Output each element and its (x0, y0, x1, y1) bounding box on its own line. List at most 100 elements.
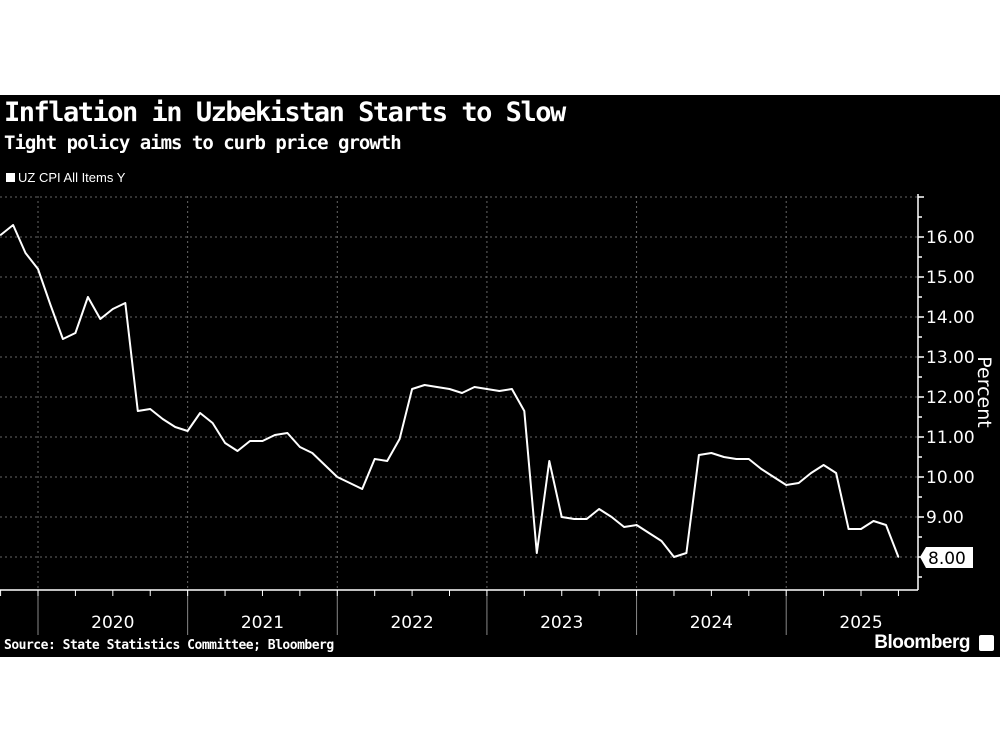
data-point (623, 526, 625, 528)
data-point (0, 234, 2, 236)
chart-title: Inflation in Uzbekistan Starts to Slow (4, 97, 566, 128)
y-tick-label: 14.00 (926, 308, 975, 328)
y-tick-label: 12.00 (926, 388, 975, 408)
x-tick-label: 2022 (390, 613, 433, 633)
data-point (436, 386, 438, 388)
data-point (112, 308, 114, 310)
data-point (398, 438, 401, 440)
data-point (660, 540, 663, 542)
chart-subtitle: Tight policy aims to curb price growth (4, 132, 402, 154)
data-point (461, 392, 463, 394)
data-point (822, 464, 825, 466)
bloomberg-chart-icon (979, 635, 994, 651)
x-tick-label: 2025 (839, 613, 882, 633)
series-line-uz-cpi (0, 224, 900, 558)
x-tick-label: 2023 (540, 613, 583, 633)
data-point (698, 454, 700, 456)
y-tick-label: 15.00 (926, 268, 975, 288)
data-point (149, 408, 152, 410)
data-point (186, 430, 189, 432)
last-value-label: 8.00 (928, 549, 966, 569)
data-point (573, 518, 576, 520)
data-point (635, 524, 638, 526)
y-tick-label: 11.00 (926, 428, 975, 448)
data-point (249, 440, 251, 442)
data-point (710, 452, 713, 454)
data-point (224, 442, 226, 444)
data-point (211, 422, 214, 424)
y-tick-label: 9.00 (926, 508, 964, 528)
data-point (161, 418, 164, 420)
data-point (772, 476, 775, 478)
legend-label: UZ CPI All Items Y (18, 170, 126, 185)
data-point (174, 426, 176, 428)
x-tick-label: 2021 (241, 613, 284, 633)
data-point (448, 388, 451, 390)
data-point (62, 338, 64, 340)
data-point (348, 482, 351, 484)
y-tick-label: 10.00 (926, 468, 975, 488)
data-point (598, 508, 600, 510)
data-point (286, 432, 289, 434)
data-point (99, 318, 102, 320)
data-point (810, 472, 812, 474)
data-point (423, 384, 426, 386)
data-point (760, 468, 763, 470)
data-point (860, 528, 862, 530)
data-point (872, 520, 875, 522)
data-point (897, 556, 900, 558)
data-point (536, 552, 538, 554)
data-point (735, 458, 738, 460)
data-point (261, 440, 264, 442)
data-point (847, 528, 850, 530)
data-point (74, 332, 77, 334)
data-point (37, 268, 39, 270)
x-tick-label: 2024 (690, 613, 733, 633)
legend: UZ CPI All Items Y (6, 170, 125, 185)
y-tick-label: 13.00 (926, 348, 975, 368)
data-point (585, 518, 588, 520)
data-point (673, 556, 675, 558)
data-point (299, 446, 301, 448)
data-point (473, 386, 476, 388)
data-point (336, 476, 339, 478)
data-point (274, 434, 276, 436)
data-point (498, 390, 501, 392)
data-point (311, 452, 314, 454)
data-point (361, 488, 364, 490)
data-point (523, 410, 526, 412)
data-point (560, 516, 563, 518)
data-point (747, 458, 750, 460)
data-point (49, 304, 52, 306)
data-point (785, 484, 787, 486)
data-point (723, 456, 725, 458)
bloomberg-logo: Bloomberg (874, 632, 970, 653)
data-point (835, 472, 837, 474)
data-point (199, 412, 201, 414)
data-point (136, 410, 139, 412)
data-point (648, 532, 650, 534)
data-point (373, 458, 376, 460)
x-tick-label: 2020 (91, 613, 134, 633)
data-point (236, 450, 239, 452)
y-axis-label: Percent (973, 356, 995, 428)
last-value-box (920, 547, 973, 568)
data-point (511, 388, 513, 390)
data-point (12, 224, 14, 226)
data-point (486, 388, 488, 390)
data-point (87, 296, 89, 298)
data-point (797, 482, 800, 484)
data-point (548, 460, 551, 462)
chart-panel (0, 95, 1000, 657)
data-point (610, 516, 613, 518)
data-point (24, 252, 27, 254)
data-point (124, 302, 127, 304)
data-point (386, 460, 388, 462)
data-point (411, 388, 413, 390)
data-point (685, 552, 688, 554)
data-point (324, 464, 326, 466)
source-note: Source: State Statistics Committee; Bloo… (4, 638, 334, 653)
legend-swatch (6, 173, 15, 182)
